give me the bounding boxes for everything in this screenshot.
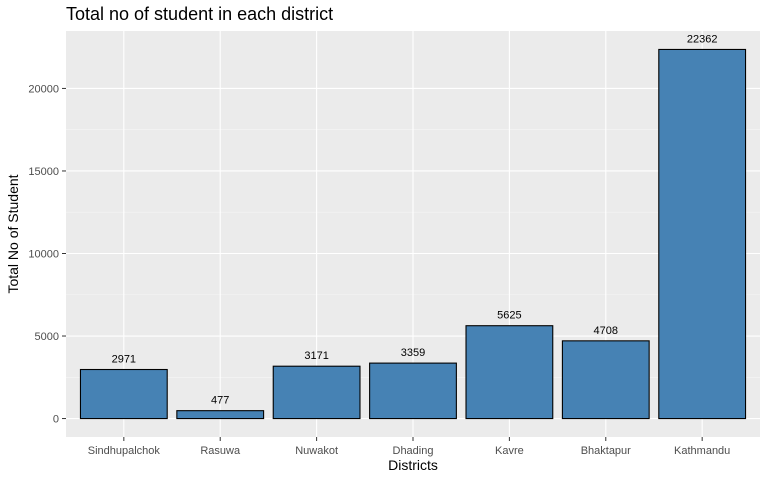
x-axis: Sindhupalchok Rasuwa Nuwakot Dhading Kavre Bh… xyxy=(88,437,730,457)
y-axis: 0 5000 10000 15000 20000 xyxy=(28,83,66,426)
bars xyxy=(79,48,747,420)
data-label: 4708 xyxy=(594,325,618,337)
y-tick-label: 5000 xyxy=(35,331,59,343)
bar-rasuwa xyxy=(176,410,265,420)
x-tick-label: Nuwakot xyxy=(295,445,338,457)
bar-nuwakot xyxy=(272,365,361,420)
chart-title: Total no of student in each district xyxy=(66,4,334,24)
bar-kathmandu xyxy=(658,48,747,420)
data-label: 2971 xyxy=(112,354,136,366)
bar-kavre xyxy=(465,325,554,420)
data-label: 3171 xyxy=(304,350,328,362)
bar-sindhupalchok xyxy=(79,368,168,420)
bar-dhading xyxy=(369,362,457,420)
data-label: 5625 xyxy=(497,310,521,322)
y-tick-label: 10000 xyxy=(28,248,59,260)
x-axis-title: Districts xyxy=(388,457,438,473)
x-tick-label: Bhaktapur xyxy=(581,445,631,457)
data-label: 477 xyxy=(211,395,229,407)
y-tick-label: 0 xyxy=(53,414,59,426)
data-label: 22362 xyxy=(687,33,718,45)
y-tick-label: 20000 xyxy=(28,83,59,95)
data-label: 3359 xyxy=(401,347,425,359)
x-tick-label: Rasuwa xyxy=(200,445,241,457)
x-tick-label: Kavre xyxy=(495,445,524,457)
x-tick-label: Kathmandu xyxy=(674,445,730,457)
y-axis-title: Total No of Student xyxy=(5,174,21,293)
data-labels: 2971 477 3171 3359 5625 4708 22362 xyxy=(112,33,718,406)
y-tick-label: 15000 xyxy=(28,166,59,178)
bar-bhaktapur xyxy=(561,340,650,420)
x-tick-label: Sindhupalchok xyxy=(88,445,161,457)
x-tick-label: Dhading xyxy=(393,445,434,457)
